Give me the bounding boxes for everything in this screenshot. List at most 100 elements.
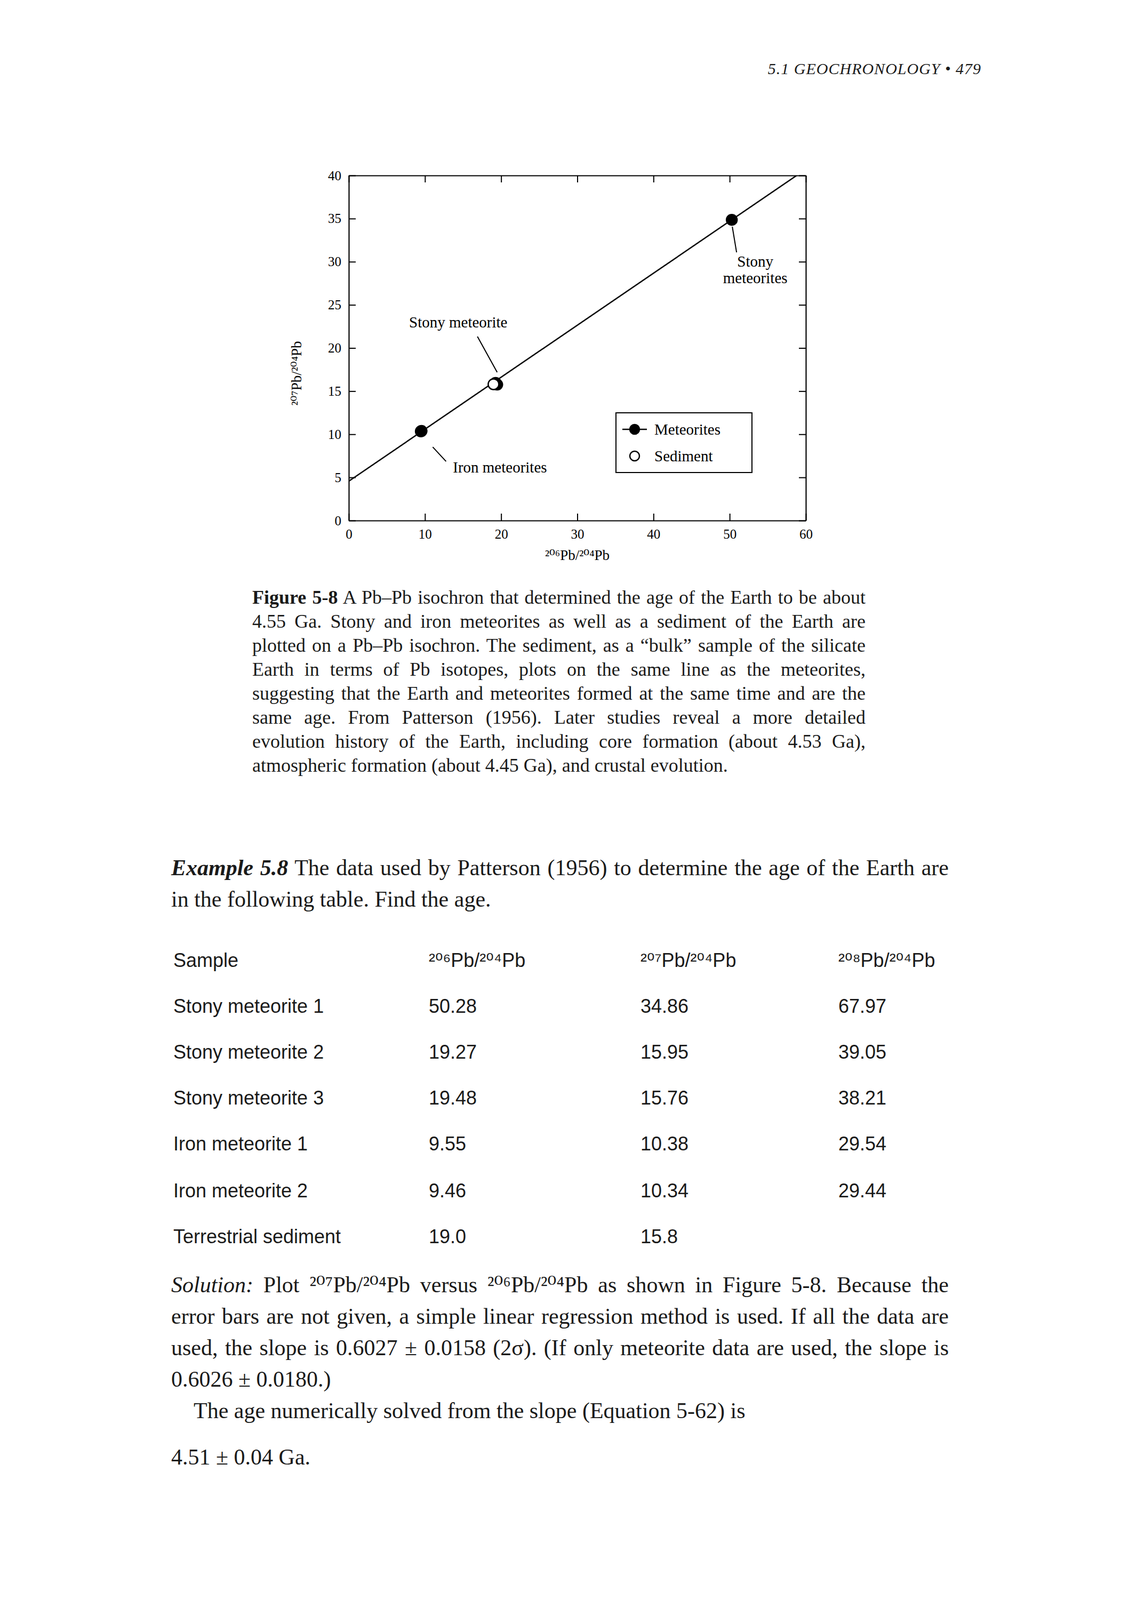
caption-label: Figure 5-8 (252, 586, 339, 608)
example: Example 5.8 The data used by Patterson (… (171, 852, 949, 916)
solution-text: Plot ²⁰⁷Pb/²⁰⁴Pb versus ²⁰⁶Pb/²⁰⁴Pb as s… (171, 1272, 949, 1392)
annotation: Stony (737, 252, 774, 270)
tick-label: 40 (327, 168, 342, 183)
table-cell: Stony meteorite 1 (173, 995, 324, 1018)
tick: 10 (418, 513, 432, 542)
tick-label: 0 (334, 513, 342, 528)
table-cell: 29.44 (838, 1179, 887, 1203)
table-header: ²⁰⁸Pb/²⁰⁴Pb (838, 949, 936, 972)
tick (798, 520, 806, 522)
tick-mark (424, 513, 426, 521)
tick: 50 (723, 513, 737, 542)
leader-line (432, 446, 446, 462)
tick-label: 30 (327, 254, 342, 269)
tick-label: 35 (327, 211, 342, 226)
table-cell: 15.95 (640, 1041, 689, 1064)
table-header: ²⁰⁷Pb/²⁰⁴Pb (640, 949, 736, 972)
tick-mark (798, 477, 806, 479)
table-cell: Stony meteorite 2 (173, 1041, 324, 1064)
tick-label: 60 (799, 526, 813, 542)
tick-mark (798, 304, 806, 306)
solution-paragraph: 4.51 ± 0.04 Ga. (171, 1441, 949, 1473)
table-cell: 15.76 (640, 1086, 689, 1110)
table-header: ²⁰⁶Pb/²⁰⁴Pb (428, 949, 526, 972)
legend-label: Sediment (654, 447, 714, 465)
tick-mark (348, 261, 356, 263)
tick (729, 175, 731, 183)
tick: 40 (646, 513, 661, 542)
data-point (487, 378, 499, 390)
table-cell: 50.28 (428, 995, 477, 1018)
legend-marker (629, 424, 640, 435)
tick (501, 175, 502, 183)
y-axis: 0510152025303540 (327, 168, 356, 528)
table-cell: Terrestrial sediment (173, 1225, 341, 1248)
plot-area (348, 175, 797, 482)
solution-text: 4.51 ± 0.04 Ga. (171, 1444, 311, 1470)
tick (653, 175, 654, 183)
annotation: meteorites (723, 269, 788, 287)
table-cell: 38.21 (838, 1086, 887, 1110)
leader-line (732, 226, 737, 253)
tick: 20 (327, 340, 356, 356)
tick (798, 218, 806, 220)
tick-label: 15 (327, 383, 342, 399)
tick: 20 (494, 513, 509, 542)
table-cell: Iron meteorite 1 (173, 1132, 308, 1156)
tick (425, 175, 426, 183)
tick-mark (729, 175, 731, 183)
fit-line (348, 175, 797, 482)
tick-label: 0 (345, 526, 353, 542)
tick: 0 (334, 513, 357, 528)
table-cell: 10.34 (640, 1179, 689, 1203)
tick-mark (798, 175, 806, 177)
table-header: Sample (173, 949, 239, 972)
tick-mark (500, 513, 502, 521)
table-cell: 39.05 (838, 1041, 887, 1064)
data-point (726, 214, 738, 226)
table-cell: 19.27 (428, 1041, 477, 1064)
tick-label: 10 (418, 526, 432, 542)
solution-label: Solution: (171, 1272, 254, 1297)
tick-mark (729, 513, 731, 521)
tick (348, 175, 350, 183)
tick-mark (798, 390, 806, 392)
tick-label: 30 (571, 526, 585, 542)
caption-text: A Pb–Pb isochron that determined the age… (252, 586, 866, 776)
tick-label: 20 (494, 526, 509, 542)
tick (798, 434, 806, 435)
tick-mark (424, 175, 426, 183)
tick (798, 390, 806, 392)
tick-mark (577, 513, 579, 521)
tick-mark (348, 347, 356, 349)
tick (577, 175, 579, 183)
solution-paragraph: Solution: Plot ²⁰⁷Pb/²⁰⁴Pb versus ²⁰⁶Pb/… (171, 1269, 949, 1396)
legend-label: Meteorites (654, 420, 721, 438)
tick-label: 40 (646, 526, 661, 542)
solution: Solution: Plot ²⁰⁷Pb/²⁰⁴Pb versus ²⁰⁶Pb/… (171, 1269, 949, 1473)
x-axis: 0 10 20 30 40 50 60 (345, 513, 813, 542)
table-cell: 34.86 (640, 995, 689, 1018)
tick-mark (348, 520, 356, 522)
tick-mark (798, 261, 806, 263)
tick (798, 348, 806, 349)
x-axis-top (349, 175, 807, 183)
annotation: Stony meteorite (409, 313, 508, 331)
tick (798, 477, 806, 478)
tick (798, 175, 806, 176)
tick-mark (653, 175, 655, 183)
caption: Figure 5-8 A Pb–Pb isochron that determi… (252, 585, 866, 778)
legend-marker (629, 451, 640, 461)
table-cell: 15.8 (640, 1225, 678, 1248)
solution-paragraph: The age numerically solved from the slop… (171, 1395, 949, 1427)
tick: 30 (327, 254, 356, 269)
running-header: 5.1 GEOCHRONOLOGY • 479 (767, 59, 982, 78)
tick-mark (798, 434, 806, 436)
tick-mark (348, 304, 356, 306)
tick-mark (798, 218, 806, 220)
tick-mark (653, 513, 655, 521)
y-axis-title: ²⁰⁷Pb/²⁰⁴Pb (288, 340, 305, 406)
tick-label: 50 (723, 526, 737, 542)
data-point (415, 426, 427, 437)
tick: 35 (327, 211, 356, 226)
